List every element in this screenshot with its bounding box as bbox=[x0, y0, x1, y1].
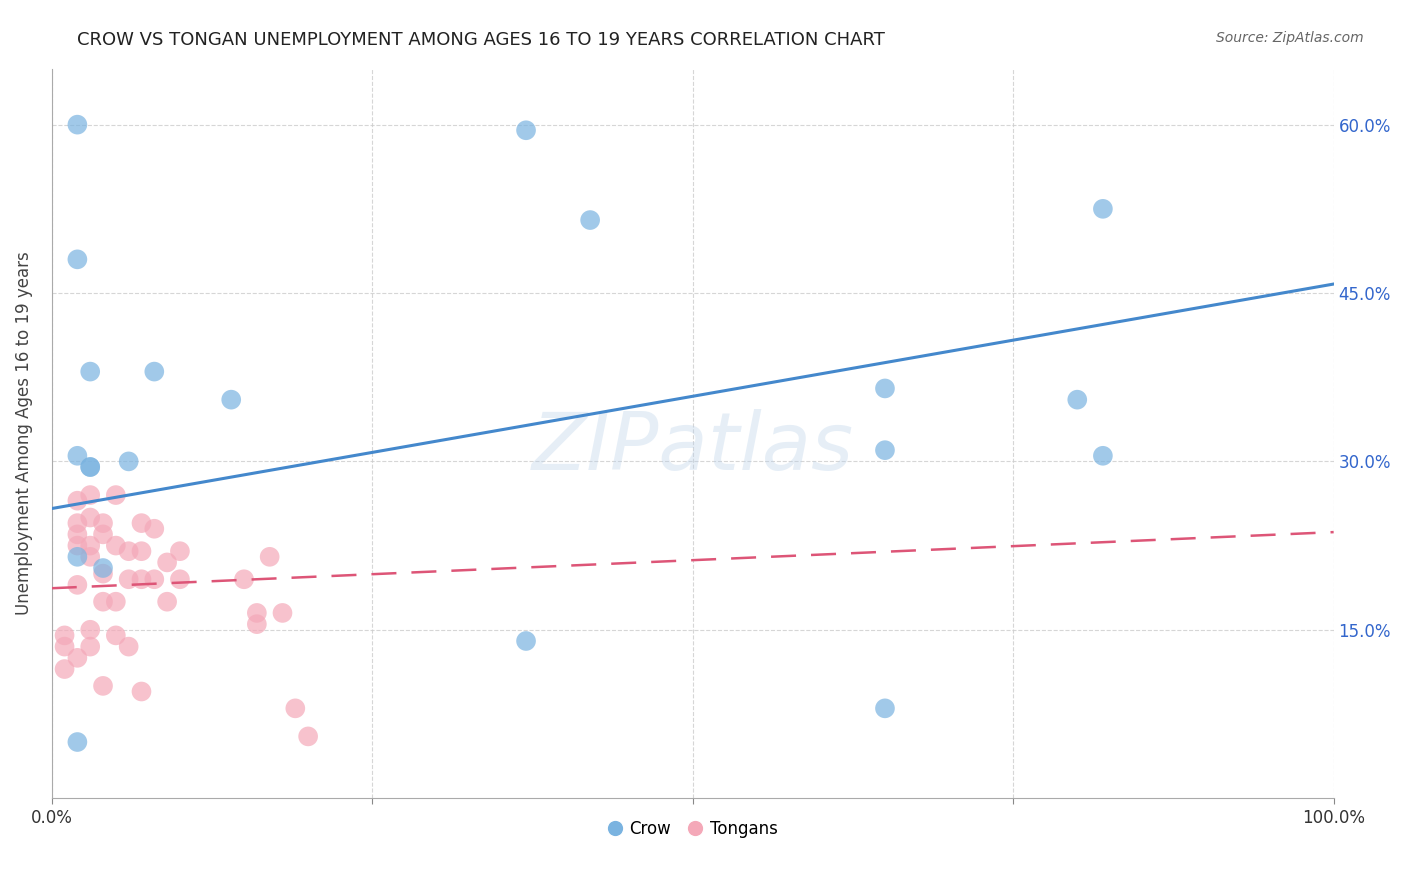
Point bbox=[104, 628, 127, 642]
Legend: Crow, Tongans: Crow, Tongans bbox=[602, 814, 785, 845]
Point bbox=[79, 640, 101, 654]
Point bbox=[66, 493, 89, 508]
Point bbox=[66, 516, 89, 530]
Point bbox=[131, 572, 153, 586]
Point bbox=[53, 628, 76, 642]
Point bbox=[1066, 392, 1088, 407]
Point bbox=[79, 510, 101, 524]
Point bbox=[219, 392, 242, 407]
Point bbox=[66, 252, 89, 267]
Point bbox=[91, 561, 114, 575]
Point bbox=[91, 679, 114, 693]
Text: Source: ZipAtlas.com: Source: ZipAtlas.com bbox=[1216, 31, 1364, 45]
Point bbox=[297, 730, 319, 744]
Point bbox=[118, 640, 141, 654]
Point bbox=[233, 572, 256, 586]
Y-axis label: Unemployment Among Ages 16 to 19 years: Unemployment Among Ages 16 to 19 years bbox=[15, 252, 32, 615]
Point bbox=[91, 516, 114, 530]
Point bbox=[79, 460, 101, 475]
Text: ZIPatlas: ZIPatlas bbox=[531, 409, 853, 487]
Point bbox=[873, 443, 896, 458]
Point bbox=[873, 701, 896, 715]
Point bbox=[118, 572, 141, 586]
Point bbox=[66, 735, 89, 749]
Point bbox=[79, 539, 101, 553]
Point bbox=[156, 595, 179, 609]
Point bbox=[246, 606, 269, 620]
Point bbox=[131, 516, 153, 530]
Point bbox=[143, 365, 166, 379]
Point bbox=[246, 617, 269, 632]
Point bbox=[169, 544, 191, 558]
Point bbox=[79, 365, 101, 379]
Point bbox=[284, 701, 307, 715]
Point bbox=[118, 544, 141, 558]
Point bbox=[169, 572, 191, 586]
Point bbox=[1091, 202, 1114, 216]
Point bbox=[131, 544, 153, 558]
Point bbox=[91, 566, 114, 581]
Point bbox=[53, 640, 76, 654]
Point bbox=[118, 454, 141, 468]
Point bbox=[143, 522, 166, 536]
Point bbox=[79, 488, 101, 502]
Point bbox=[79, 549, 101, 564]
Point bbox=[66, 527, 89, 541]
Point bbox=[66, 118, 89, 132]
Point bbox=[66, 578, 89, 592]
Point bbox=[515, 634, 537, 648]
Point bbox=[66, 650, 89, 665]
Point bbox=[515, 123, 537, 137]
Point bbox=[104, 488, 127, 502]
Point bbox=[104, 595, 127, 609]
Point bbox=[579, 213, 602, 227]
Point bbox=[79, 460, 101, 475]
Point bbox=[104, 539, 127, 553]
Point bbox=[91, 527, 114, 541]
Point bbox=[66, 449, 89, 463]
Point bbox=[143, 572, 166, 586]
Point bbox=[1091, 449, 1114, 463]
Point bbox=[53, 662, 76, 676]
Text: CROW VS TONGAN UNEMPLOYMENT AMONG AGES 16 TO 19 YEARS CORRELATION CHART: CROW VS TONGAN UNEMPLOYMENT AMONG AGES 1… bbox=[77, 31, 886, 49]
Point bbox=[156, 556, 179, 570]
Point bbox=[271, 606, 294, 620]
Point bbox=[131, 684, 153, 698]
Point bbox=[873, 381, 896, 395]
Point bbox=[79, 623, 101, 637]
Point bbox=[91, 595, 114, 609]
Point bbox=[66, 539, 89, 553]
Point bbox=[259, 549, 281, 564]
Point bbox=[66, 549, 89, 564]
